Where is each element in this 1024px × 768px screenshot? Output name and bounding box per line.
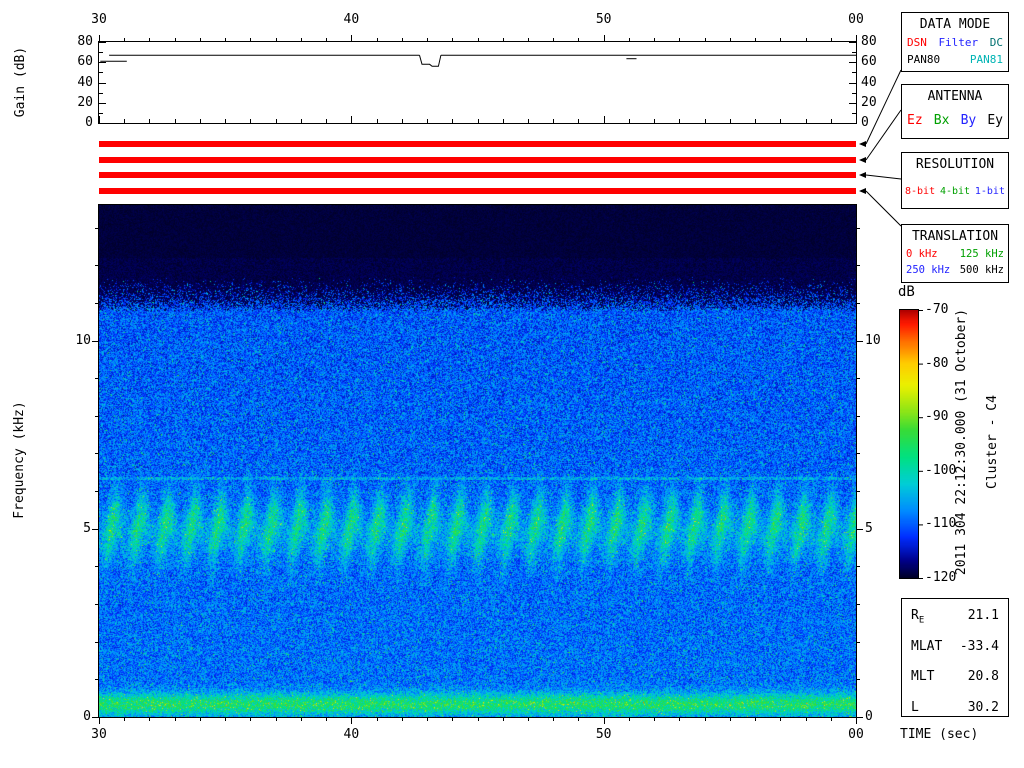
resolution-panel: RESOLUTION 8-bit 4-bit 1-bit — [901, 152, 1009, 209]
option-8-bit: 8-bit — [905, 186, 936, 197]
colorbar-tick-label: -100 — [925, 462, 957, 478]
ephemeris-row-mlt: MLT 20.8 — [902, 664, 1008, 695]
resolution-options-row: 8-bit 4-bit 1-bit — [902, 185, 1008, 199]
option-500-khz: 500 kHz — [959, 264, 1004, 276]
gain-tick-label: 20 — [861, 94, 877, 110]
frequency-tick-label: 5 — [83, 520, 91, 536]
spacecraft-label: Cluster - C4 — [985, 395, 1000, 489]
ephemeris-label-l: L — [911, 695, 919, 726]
time-axis-tick-label: 40 — [343, 727, 360, 742]
translation-panel: TRANSLATION 0 kHz 125 kHz 250 kHz 500 kHz — [901, 224, 1009, 283]
option-4-bit: 4-bit — [939, 186, 971, 197]
option-ez: Ez — [907, 113, 923, 128]
option-filter: Filter — [938, 36, 979, 49]
ephemeris-label-mlt: MLT — [911, 664, 934, 695]
colorbar-tick-label: -120 — [925, 570, 957, 585]
frequency-tick-label: 5 — [865, 520, 873, 536]
gain-tick-label: 80 — [861, 34, 877, 49]
translation-options-row1: 0 kHz 125 kHz — [902, 247, 1008, 261]
colorbar-tick-label: -80 — [925, 355, 949, 371]
gain-tick-label: 60 — [77, 54, 93, 70]
status-bar-resolution — [99, 172, 856, 178]
gain-tick-label: 40 — [861, 74, 877, 90]
gain-tick-label: 20 — [77, 94, 93, 110]
gain-tick-label: 0 — [85, 115, 93, 130]
time-axis-tick-label: 30 — [91, 727, 107, 742]
time-axis-label: TIME (sec) — [900, 727, 979, 742]
colorbar-tick-label: -110 — [925, 516, 957, 532]
colorbar-tick-label: -90 — [925, 409, 949, 425]
ephemeris-label-text: L — [911, 699, 919, 715]
top-axis-tick-label: 00 — [848, 12, 864, 27]
option-dsn: DSN — [907, 36, 927, 49]
frequency-axis-label: Frequency (kHz) — [12, 401, 27, 519]
resolution-title: RESOLUTION — [915, 157, 995, 172]
ephemeris-label-text: MLT — [911, 669, 935, 685]
gain-axis-label: Gain (dB) — [13, 46, 28, 118]
antenna-title: ANTENNA — [927, 89, 983, 104]
ephemeris-row-mlat: MLAT -33.4 — [902, 634, 1008, 665]
ephemeris-label-subscript: E — [918, 615, 925, 626]
ephemeris-row-re: RE 21.1 — [902, 603, 1008, 634]
ephemeris-value-mlt: 20.8 — [967, 669, 999, 685]
translation-title: TRANSLATION — [911, 229, 999, 244]
option-pan80: PAN80 — [907, 53, 941, 66]
option-pan81: PAN81 — [969, 53, 1003, 66]
data-mode-options-row2: PAN80 PAN81 — [902, 53, 1008, 67]
data-mode-panel: DATA MODE DSN Filter DC PAN80 PAN81 — [901, 12, 1009, 72]
ephemeris-value-re: 21.1 — [967, 608, 999, 623]
frequency-tick-label: 0 — [865, 709, 873, 724]
option-dc: DC — [989, 36, 1003, 49]
colorbar-gradient — [900, 310, 918, 578]
ephemeris-label-text: MLAT — [911, 638, 943, 654]
gain-tick-label: 80 — [77, 34, 93, 49]
gain-tick-label: 40 — [77, 74, 93, 90]
translation-options-row2: 250 kHz 500 kHz — [902, 263, 1008, 277]
status-bar-antenna — [99, 157, 856, 163]
time-axis-tick-label: 00 — [848, 727, 864, 742]
ephemeris-value-l: 30.2 — [967, 699, 999, 715]
top-axis-tick-label: 30 — [91, 12, 107, 27]
option-ey: Ey — [987, 113, 1003, 128]
option-by: By — [960, 113, 977, 128]
gain-tick-label: 60 — [861, 54, 877, 70]
status-bar-translation — [99, 188, 856, 194]
option-250-khz: 250 kHz — [906, 264, 951, 276]
antenna-panel: ANTENNA Ez Bx By Ey — [901, 84, 1009, 139]
ephemeris-label-re: RE — [911, 603, 924, 634]
ephemeris-value-mlat: -33.4 — [959, 638, 999, 654]
colorbar-tick-label: -70 — [925, 302, 949, 317]
data-mode-options-row1: DSN Filter DC — [902, 36, 1008, 50]
option-bx: Bx — [933, 113, 950, 128]
option-1-bit: 1-bit — [974, 186, 1005, 197]
top-axis-tick-label: 40 — [343, 12, 360, 27]
status-bar-data-mode — [99, 141, 856, 147]
option-0-khz: 0 kHz — [906, 248, 938, 260]
ephemeris-label-text: R — [911, 608, 919, 623]
gain-tick-label: 0 — [861, 115, 869, 130]
ephemeris-row-l: L 30.2 — [902, 695, 1008, 726]
spectrogram-image — [99, 205, 856, 717]
antenna-options-row: Ez Bx By Ey — [902, 114, 1008, 128]
top-axis-tick-label: 50 — [595, 12, 612, 27]
data-mode-title: DATA MODE — [919, 17, 991, 32]
ephemeris-label-mlat: MLAT — [911, 634, 942, 665]
frequency-tick-label: 0 — [83, 709, 91, 724]
option-125-khz: 125 kHz — [959, 248, 1004, 260]
frequency-tick-label: 10 — [865, 332, 881, 348]
frequency-tick-label: 10 — [75, 332, 91, 348]
colorbar-units-label: dB — [898, 284, 915, 300]
time-axis-tick-label: 50 — [595, 727, 612, 742]
ephemeris-panel: RE 21.1 MLAT -33.4 MLT 20.8 L 30.2 — [901, 598, 1009, 717]
timestamp-label: 2011 304 22:12:30.000 (31 October) — [954, 308, 969, 576]
